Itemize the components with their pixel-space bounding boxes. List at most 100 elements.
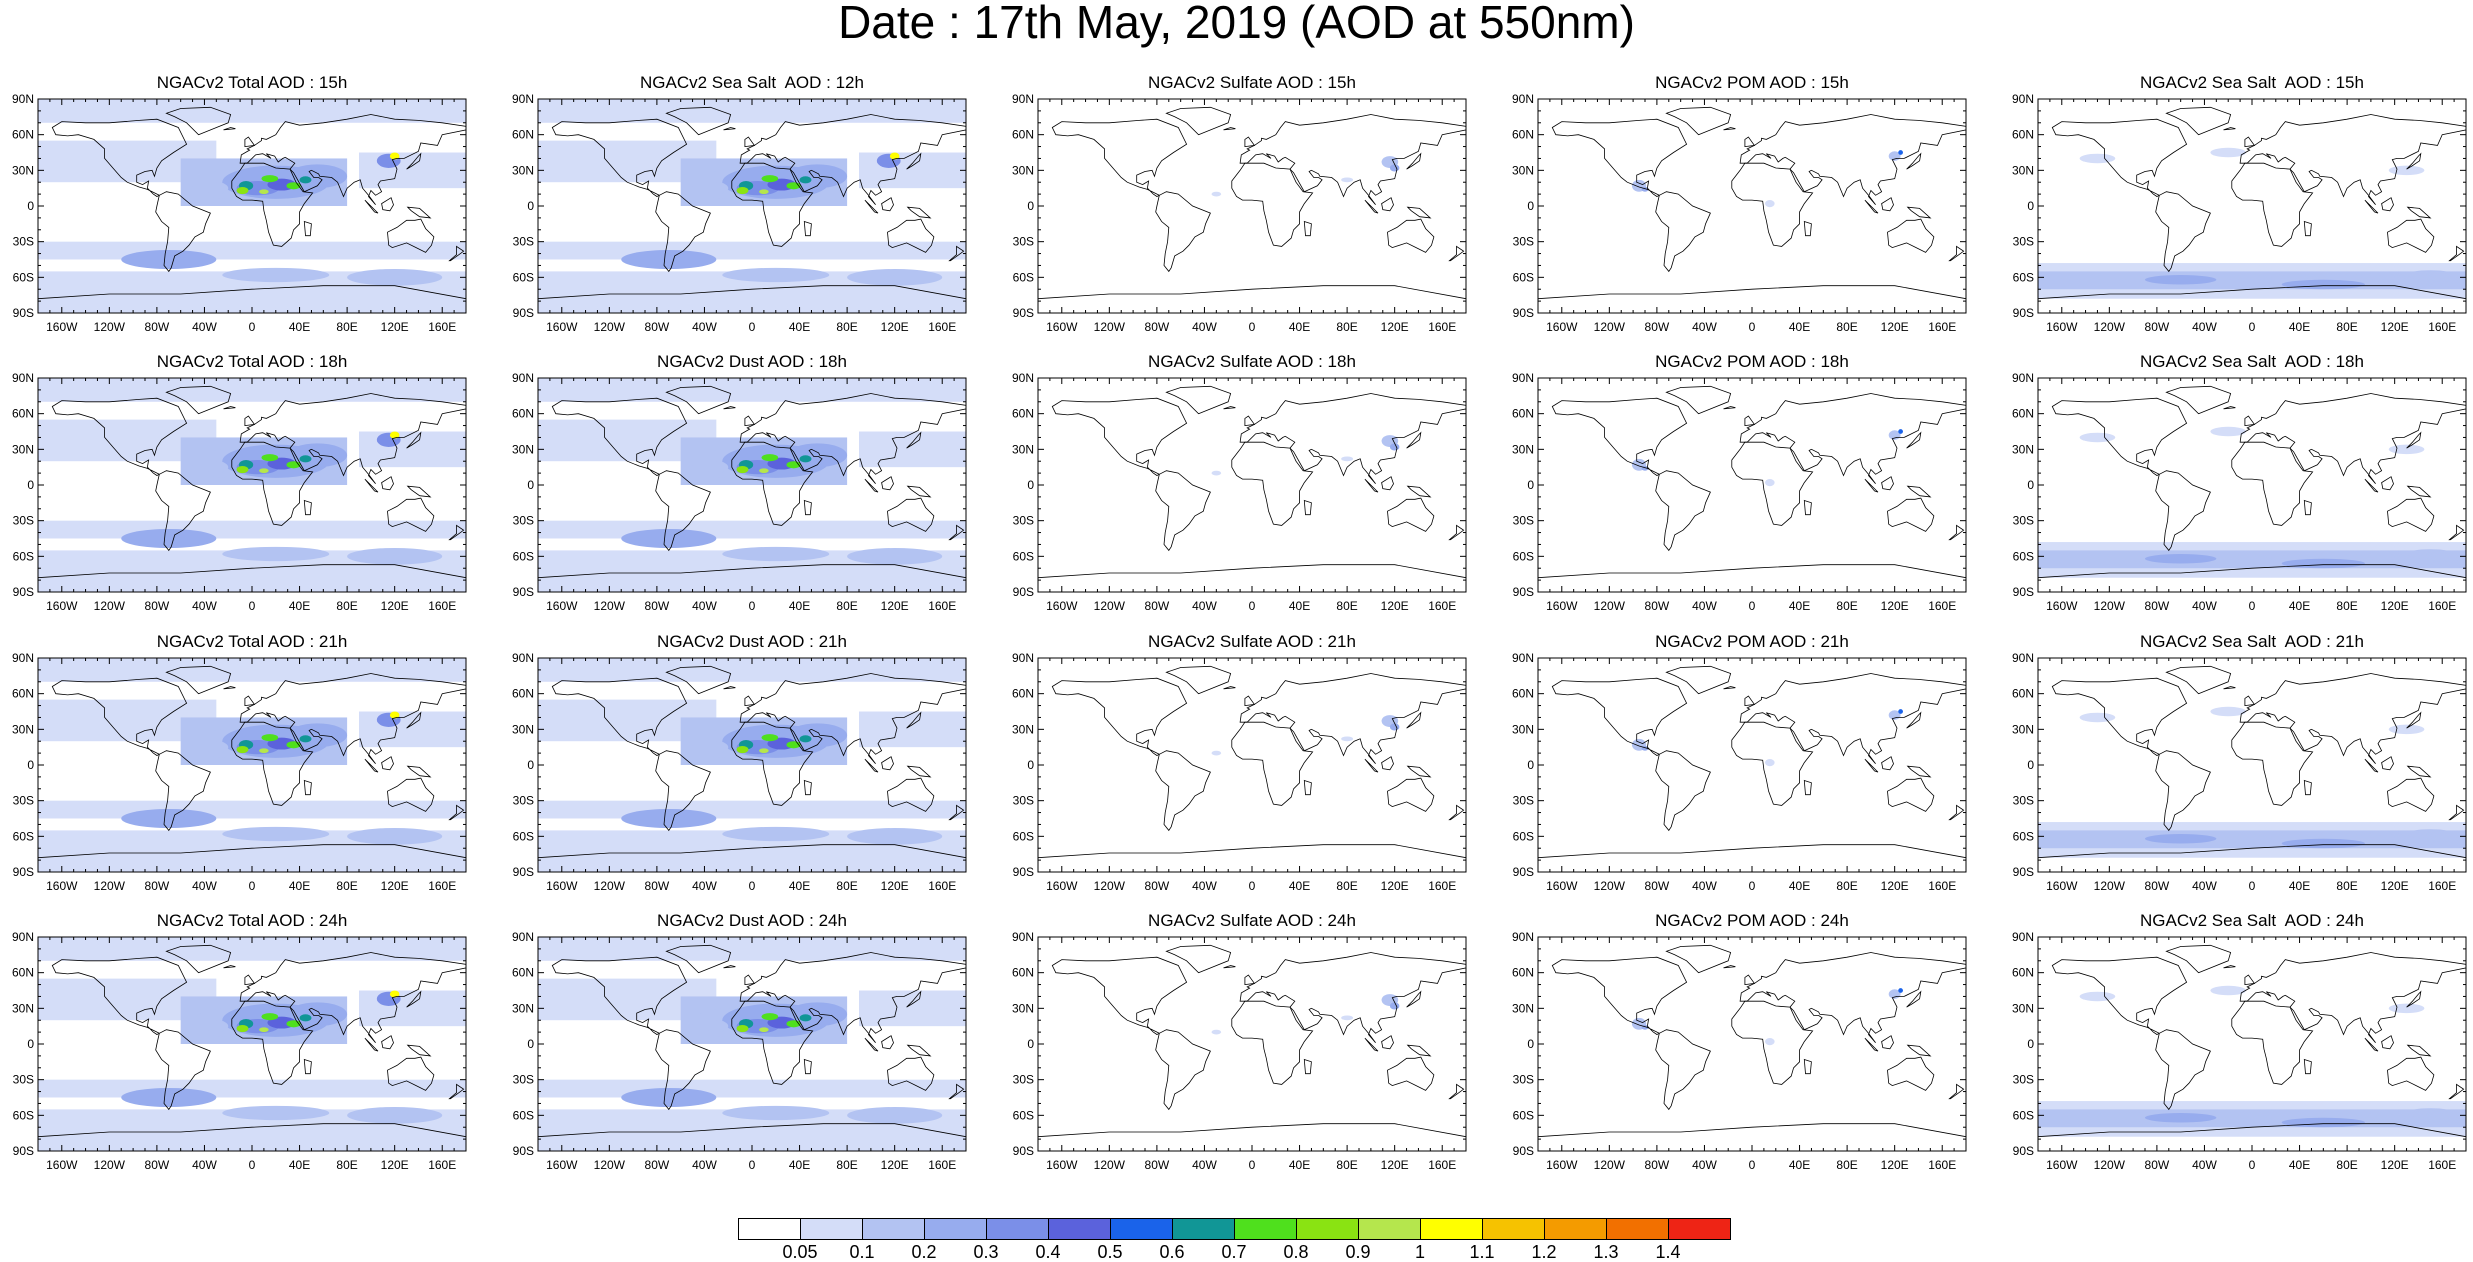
- coastline: [881, 756, 894, 771]
- aod-plume: [704, 182, 729, 195]
- map-panel: NGACv2 Total AOD : 15h 90N 60N 30N 0 30S 60S 90…: [0, 73, 500, 338]
- lat-tick-label: 30N: [2012, 1001, 2034, 1015]
- coastline: [51, 397, 188, 476]
- map-area: 90N 60N 30N 0 30S 60S 90S 160W 120W 80W 40W 0 40E 80E…: [512, 930, 967, 1172]
- lat-tick-label: 90S: [1513, 585, 1534, 599]
- coastline: [2448, 1083, 2465, 1100]
- colorbar-swatch: [1606, 1218, 1669, 1240]
- lon-tick-label: 160W: [46, 320, 78, 334]
- coastline: [1051, 118, 1188, 197]
- map-panel: NGACv2 Dust AOD : 24h 90N 60N 30N 0 30S 60S 90S…: [500, 911, 1000, 1176]
- coastline: [731, 162, 814, 247]
- coastline: [387, 497, 435, 532]
- lat-tick-label: 60S: [2013, 1108, 2034, 1122]
- antarctica-coastline: [37, 564, 467, 579]
- coastline: [223, 406, 236, 410]
- colorbar-swatch: [1668, 1218, 1731, 1240]
- lon-tick-label: 160E: [928, 320, 956, 334]
- coastline: [165, 665, 232, 695]
- map-panel: NGACv2 Sulfate AOD : 21h 90N 60N 30N 0 30S 60S…: [1000, 632, 1500, 897]
- map-svg: 90N 60N 30N 0 30S 60S 90S 160W 120W 80W 40W 0 40E 80E…: [512, 651, 967, 893]
- lon-tick-label: 80W: [1645, 1158, 1670, 1172]
- coastline: [1244, 415, 1256, 427]
- coastline: [1739, 114, 1967, 206]
- coastline: [887, 1056, 935, 1091]
- axis-ticks: [1537, 657, 1967, 873]
- lon-tick-label: 40W: [692, 320, 717, 334]
- lon-tick-label: 0: [2249, 320, 2256, 334]
- coastline: [1406, 1044, 1432, 1057]
- coastlines: [1037, 665, 1467, 859]
- coastline: [51, 118, 188, 197]
- lon-tick-label: 0: [749, 599, 756, 613]
- aod-field: [38, 99, 466, 313]
- lon-tick-label: 160E: [928, 879, 956, 893]
- coastline: [381, 756, 394, 771]
- antarctica-coastline: [537, 564, 967, 579]
- aod-plume: [799, 455, 812, 463]
- antarctica-coastline: [1537, 285, 1967, 300]
- coastline: [906, 711, 922, 729]
- lat-tick-label: 0: [27, 1037, 34, 1051]
- lon-tick-label: 160E: [2428, 599, 2456, 613]
- colorbar-label: 0.4: [1035, 1242, 1061, 1262]
- coastline: [1864, 758, 1879, 773]
- lon-tick-label: 120E: [1881, 320, 1909, 334]
- lat-tick-label: 60N: [12, 407, 34, 421]
- coastline: [1223, 406, 1236, 410]
- lat-tick-label: 90S: [1013, 585, 1034, 599]
- antarctica-coastline: [37, 1123, 467, 1138]
- coastline: [2364, 199, 2379, 214]
- lon-tick-label: 40E: [789, 599, 810, 613]
- panel-title: NGACv2 Dust AOD : 24h: [657, 911, 847, 930]
- coastline: [1655, 191, 1711, 273]
- coastline: [1665, 385, 1732, 415]
- aod-plume: [1389, 1002, 1400, 1010]
- lon-tick-label: 40W: [192, 320, 217, 334]
- aod-plume: [847, 548, 943, 565]
- map-area: 90N 60N 30N 0 30S 60S 90S 160W 120W 80W 40W 0 40E 80E…: [12, 930, 467, 1172]
- map-area: 90N 60N 30N 0 30S 60S 90S 160W 120W 80W 40W 0 40E 80E…: [1012, 651, 1467, 893]
- lat-tick-label: 30N: [1512, 442, 1534, 456]
- aod-plume: [261, 734, 279, 742]
- map-svg: 90N 60N 30N 0 30S 60S 90S 160W 120W 80W 40W 0 40E 80E…: [12, 92, 467, 334]
- coastlines: [2037, 944, 2467, 1138]
- aod-plume: [222, 267, 330, 283]
- aod-field: [38, 658, 466, 872]
- lon-tick-label: 40W: [692, 1158, 717, 1172]
- lat-tick-label: 60N: [1512, 687, 1534, 701]
- colorbar-label: 0.6: [1159, 1242, 1185, 1262]
- lat-tick-label: 60S: [1513, 549, 1534, 563]
- lon-tick-label: 0: [2249, 599, 2256, 613]
- antarctica-coastline: [1037, 1123, 1467, 1138]
- coastline: [1665, 106, 1732, 136]
- lon-tick-label: 80W: [645, 879, 670, 893]
- coastline: [1387, 1056, 1435, 1091]
- coastline: [406, 206, 432, 219]
- map-area: 90N 60N 30N 0 30S 60S 90S 160W 120W 80W 40W 0 40E 80E…: [512, 92, 967, 334]
- lat-tick-label: 90N: [1012, 651, 1034, 665]
- map-panel: NGACv2 Sea Salt AOD : 18h 90N 60N 30N 0 30S 60…: [2000, 352, 2473, 617]
- lat-tick-label: 30S: [1013, 794, 1034, 808]
- aod-plume: [2281, 558, 2365, 569]
- lat-tick-label: 60N: [1012, 687, 1034, 701]
- coastline: [887, 497, 935, 532]
- aod-plume: [2281, 838, 2365, 849]
- lon-tick-label: 120E: [881, 599, 909, 613]
- lon-tick-label: 160W: [2046, 599, 2078, 613]
- lat-tick-label: 0: [2027, 1037, 2034, 1051]
- map-svg: 90N 60N 30N 0 30S 60S 90S 160W 120W 80W 40W 0 40E 80E…: [1512, 930, 1967, 1172]
- coastlines: [1537, 944, 1967, 1138]
- lat-tick-label: 90N: [512, 371, 534, 385]
- coastline: [2364, 478, 2379, 493]
- map-frame: [1537, 657, 1967, 873]
- lat-tick-label: 30S: [513, 794, 534, 808]
- lon-tick-label: 40W: [1692, 879, 1717, 893]
- coastline: [1387, 777, 1435, 812]
- coastline: [1744, 136, 1756, 148]
- coastline: [665, 106, 732, 136]
- aod-plume: [736, 745, 749, 754]
- aod-plume: [1341, 736, 1354, 742]
- lon-tick-label: 80E: [1336, 879, 1357, 893]
- lat-tick-label: 90N: [512, 92, 534, 106]
